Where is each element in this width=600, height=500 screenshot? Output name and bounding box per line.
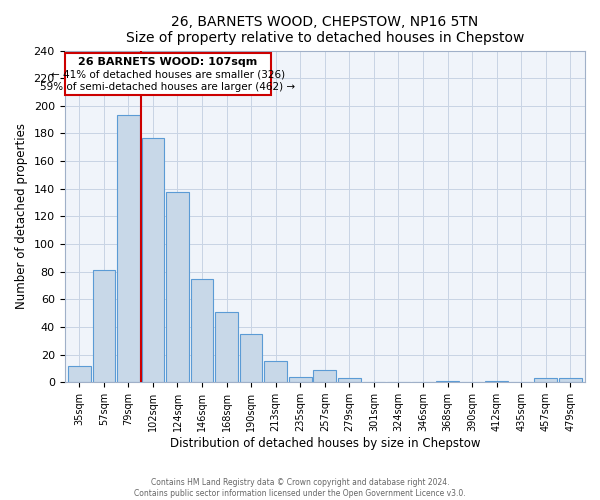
- Y-axis label: Number of detached properties: Number of detached properties: [15, 124, 28, 310]
- Bar: [191, 278, 214, 382]
- Bar: [265, 362, 287, 382]
- Bar: [436, 381, 459, 382]
- Text: 26 BARNETS WOOD: 107sqm: 26 BARNETS WOOD: 107sqm: [78, 58, 257, 68]
- Bar: [92, 270, 115, 382]
- Bar: [313, 370, 336, 382]
- Text: Contains HM Land Registry data © Crown copyright and database right 2024.
Contai: Contains HM Land Registry data © Crown c…: [134, 478, 466, 498]
- Bar: [68, 366, 91, 382]
- Bar: [338, 378, 361, 382]
- Bar: [485, 381, 508, 382]
- Text: 59% of semi-detached houses are larger (462) →: 59% of semi-detached houses are larger (…: [40, 82, 295, 92]
- Bar: [142, 138, 164, 382]
- Text: ← 41% of detached houses are smaller (326): ← 41% of detached houses are smaller (32…: [51, 70, 285, 80]
- Bar: [240, 334, 262, 382]
- Bar: [166, 192, 189, 382]
- Bar: [215, 312, 238, 382]
- FancyBboxPatch shape: [65, 54, 271, 95]
- Bar: [289, 376, 311, 382]
- Bar: [117, 116, 140, 382]
- Title: 26, BARNETS WOOD, CHEPSTOW, NP16 5TN
Size of property relative to detached house: 26, BARNETS WOOD, CHEPSTOW, NP16 5TN Siz…: [125, 15, 524, 45]
- X-axis label: Distribution of detached houses by size in Chepstow: Distribution of detached houses by size …: [170, 437, 480, 450]
- Bar: [559, 378, 581, 382]
- Bar: [535, 378, 557, 382]
